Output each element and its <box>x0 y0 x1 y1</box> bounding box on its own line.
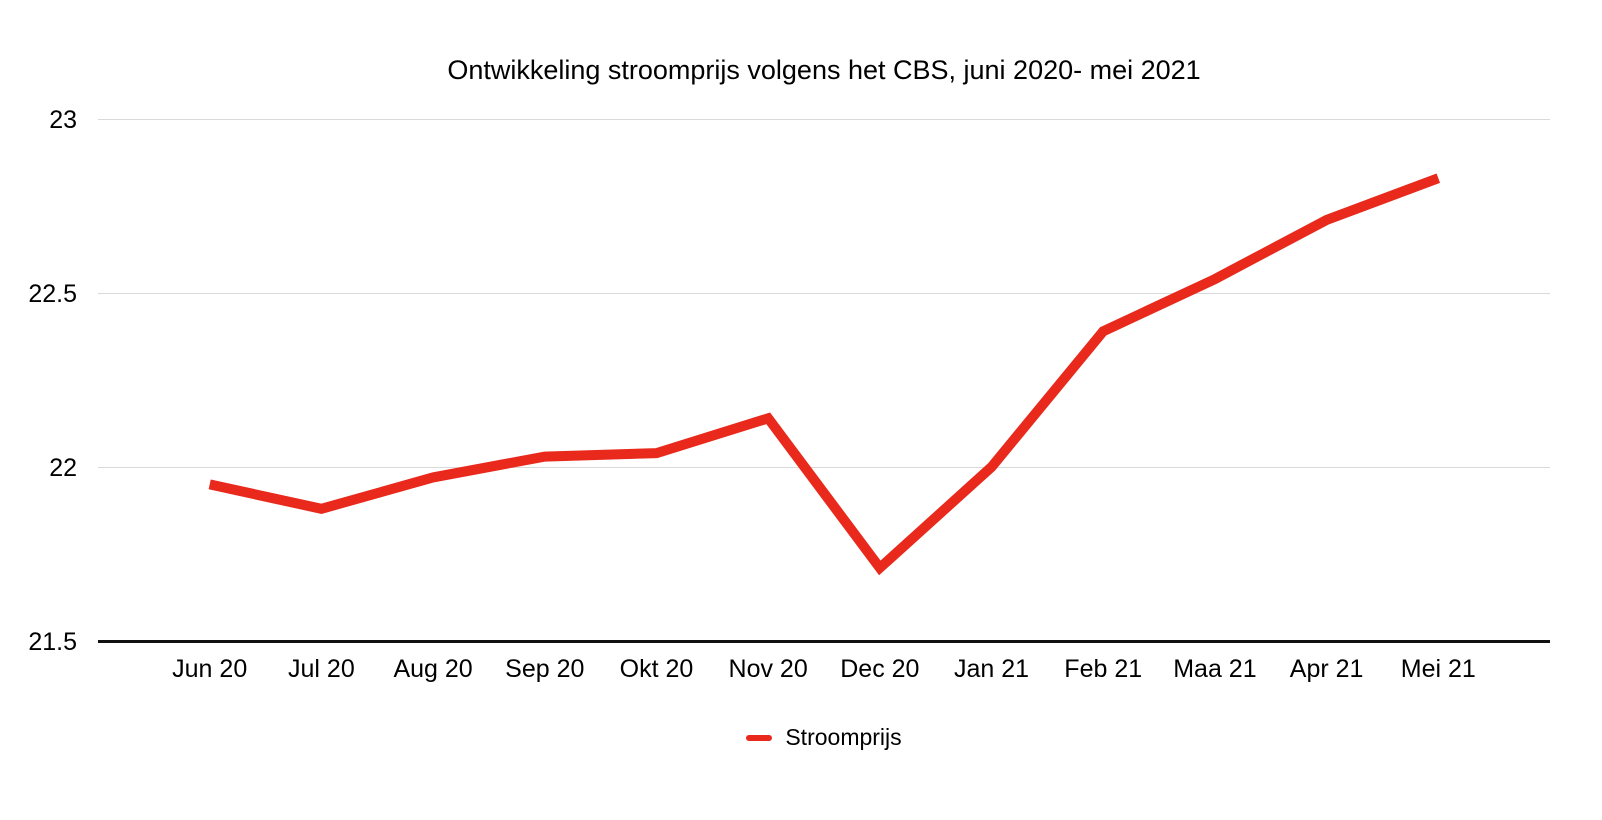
chart-title: Ontwikkeling stroomprijs volgens het CBS… <box>447 55 1201 85</box>
y-tick-label: 22.5 <box>28 280 77 308</box>
x-tick-label: Sep 20 <box>505 655 584 683</box>
x-tick-label: Apr 21 <box>1290 655 1364 683</box>
x-tick-label: Aug 20 <box>393 655 472 683</box>
x-tick-label: Maa 21 <box>1173 655 1256 683</box>
x-tick-label: Feb 21 <box>1064 655 1142 683</box>
x-tick-label: Jun 20 <box>172 655 247 683</box>
x-tick-label: Jul 20 <box>288 655 355 683</box>
series-line-stroomprijs <box>208 173 1441 576</box>
x-tick-label: Mei 21 <box>1401 655 1476 683</box>
x-tick-label: Nov 20 <box>729 655 808 683</box>
legend: Stroomprijs <box>98 726 1550 749</box>
legend-line-swatch <box>746 734 773 741</box>
x-tick-label: Okt 20 <box>620 655 694 683</box>
x-tick-label: Dec 20 <box>840 655 919 683</box>
y-tick-label: 23 <box>49 106 77 134</box>
y-tick-label: 21.5 <box>28 628 77 656</box>
y-tick-label: 22 <box>49 454 77 482</box>
legend-series-label: Stroomprijs <box>785 724 902 750</box>
x-tick-label: Jan 21 <box>954 655 1029 683</box>
